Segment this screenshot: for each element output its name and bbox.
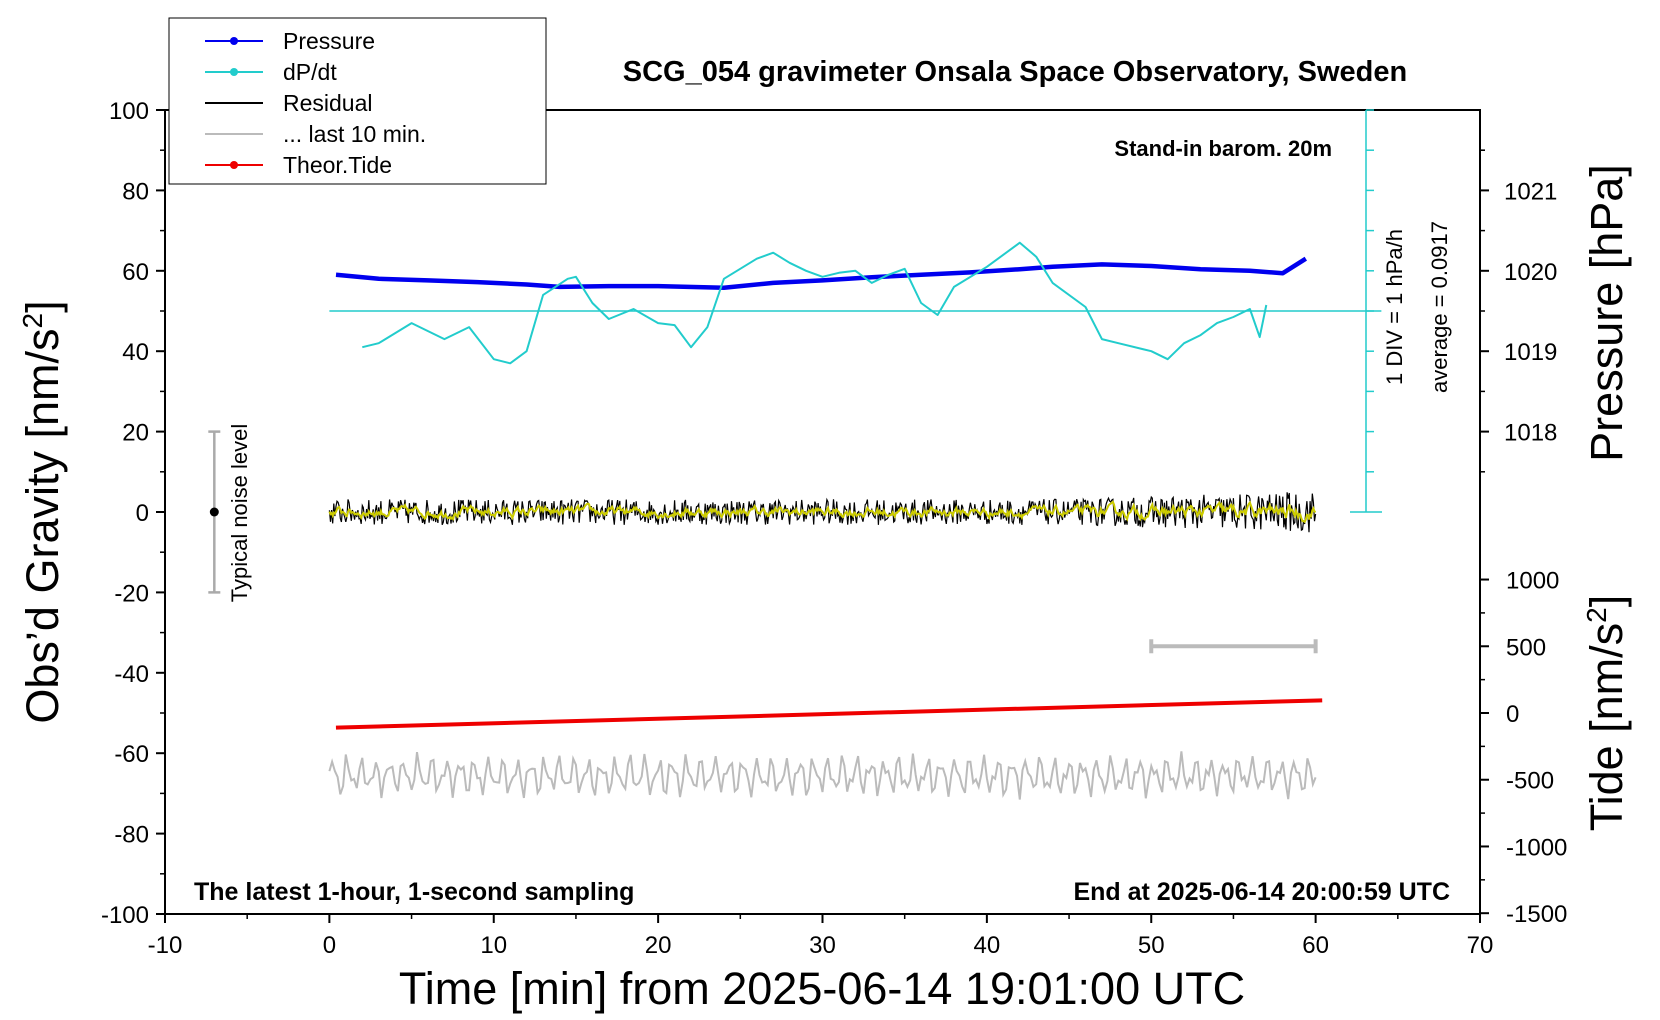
y-axis-label-pressure: Pressure [hPa] (1581, 164, 1632, 462)
theor-tide-line (335, 698, 1323, 730)
legend-label: Residual (283, 90, 373, 116)
chart-title: SCG_054 gravimeter Onsala Space Observat… (623, 56, 1407, 88)
y-tick-label: -100 (101, 902, 149, 929)
pressure-tick-label: 1020 (1504, 259, 1557, 286)
tide-tick-label: 0 (1506, 701, 1519, 728)
x-tick-label: 50 (1138, 932, 1165, 959)
series-layer (208, 241, 1382, 800)
legend-box (168, 17, 547, 185)
pressure-tick-label: 1018 (1504, 420, 1557, 447)
tide-tick-label: 1000 (1506, 568, 1559, 595)
legend-label: dP/dt (283, 59, 337, 85)
y-tick-label: -80 (114, 822, 149, 849)
legend-swatch-marker (230, 37, 238, 45)
noise-bar-center (209, 507, 219, 517)
barometer-note: Stand-in barom. 20m (1114, 136, 1332, 161)
legend: Pressure dP/dt Residual ... last 10 min. The… (168, 17, 547, 185)
residual-smoothed-line (328, 500, 1317, 524)
legend-swatch-marker (230, 68, 238, 76)
dpdt-average-label: average = 0.0917 (1427, 221, 1452, 393)
y-tick-label: 80 (122, 178, 149, 205)
legend-label: Theor.Tide (283, 152, 392, 178)
tide-tick-label: -1000 (1506, 834, 1567, 861)
tide-tick-label: -1500 (1506, 901, 1567, 928)
y-tick-label: 60 (122, 259, 149, 286)
bottom-right-note: End at 2025-06-14 20:00:59 UTC (1073, 878, 1450, 906)
bottom-left-note: The latest 1-hour, 1-second sampling (194, 878, 634, 906)
x-tick-label: 10 (480, 932, 507, 959)
y-tick-label: -40 (114, 661, 149, 688)
legend-swatch-marker (230, 161, 238, 169)
y-tick-label: 0 (136, 500, 149, 527)
legend-label: ... last 10 min. (283, 121, 426, 147)
x-axis-label: Time [min] from 2025-06-14 19:01:00 UTC (399, 963, 1245, 1014)
pressure-line (335, 256, 1307, 290)
y-axis-label-tide: Tide [nm/s2] (1581, 595, 1632, 831)
x-tick-label: 60 (1302, 932, 1329, 959)
x-tick-label: 30 (809, 932, 836, 959)
x-tick-label: -10 (148, 932, 183, 959)
tide-previous-line (328, 751, 1317, 800)
legend-label: Pressure (283, 28, 375, 54)
pressure-tick-label: 1019 (1504, 339, 1557, 366)
axis-ticks: -10 0 10 20 30 40 50 60 70100806040200-20-40-60-… (101, 98, 1567, 959)
y-tick-label: -60 (114, 741, 149, 768)
x-tick-label: 40 (974, 932, 1001, 959)
dpdt-scale-label: 1 DIV = 1 hPa/h (1382, 229, 1407, 385)
noise-label: Typical noise level (227, 424, 252, 603)
y-tick-label: 100 (109, 98, 149, 125)
legend-items: Pressure dP/dt Residual ... last 10 min. The… (205, 28, 426, 178)
y-tick-label: 20 (122, 420, 149, 447)
y-tick-label: -20 (114, 580, 149, 607)
pressure-tick-label: 1021 (1504, 178, 1557, 205)
tide-tick-label: -500 (1506, 768, 1554, 795)
x-tick-label: 20 (645, 932, 672, 959)
y-tick-label: 40 (122, 339, 149, 366)
tide-tick-label: 500 (1506, 634, 1546, 661)
x-tick-label: 0 (323, 932, 336, 959)
x-tick-label: 70 (1467, 932, 1494, 959)
y-axis-label-left: Obs’d Gravity [nm/s2] (17, 300, 68, 723)
dpdt-line (362, 241, 1268, 365)
dpdt-scale (1350, 109, 1382, 513)
